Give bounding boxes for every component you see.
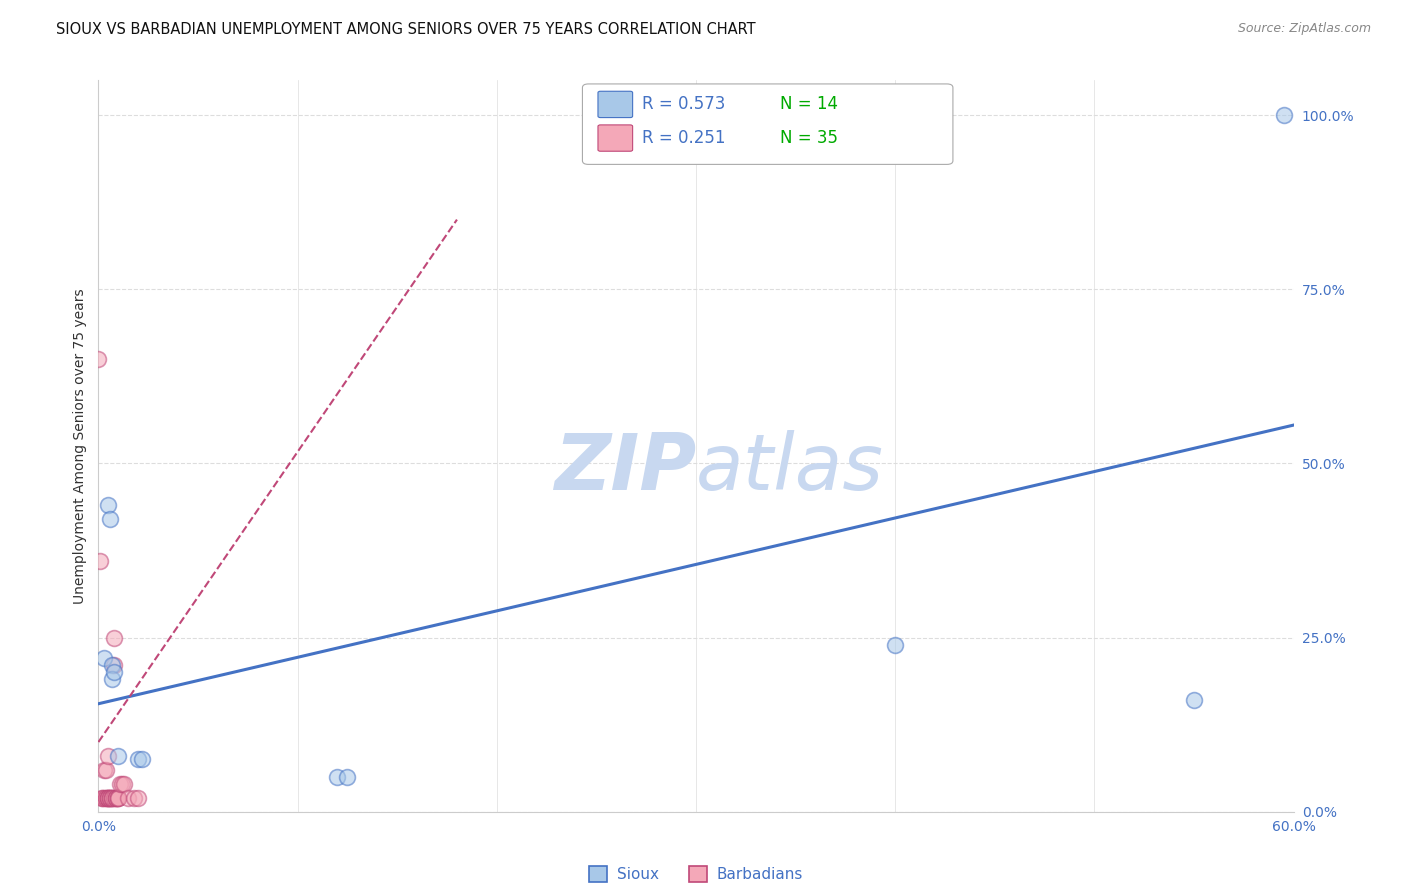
FancyBboxPatch shape (598, 125, 633, 152)
Point (97, 790, 120, 805)
Text: atlas: atlas (696, 430, 884, 506)
Point (101, 658, 124, 673)
Point (112, 777, 135, 791)
Text: N = 35: N = 35 (779, 129, 838, 147)
Point (101, 790, 124, 805)
Point (117, 790, 139, 805)
Point (97, 498, 120, 512)
Point (105, 790, 128, 805)
Point (97, 749, 120, 764)
Point (336, 770, 359, 784)
Legend: Sioux, Barbadians: Sioux, Barbadians (583, 860, 808, 888)
Point (98, 790, 122, 805)
Point (101, 790, 124, 805)
Point (93, 790, 115, 805)
Text: Source: ZipAtlas.com: Source: ZipAtlas.com (1237, 22, 1371, 36)
Point (131, 752, 153, 766)
Point (127, 752, 149, 766)
Point (110, 777, 132, 791)
Text: ZIP: ZIP (554, 430, 696, 506)
FancyBboxPatch shape (598, 91, 633, 118)
Point (111, 777, 134, 791)
Point (105, 790, 128, 805)
Point (91, 790, 114, 805)
Point (103, 658, 125, 673)
Point (1182, 693, 1205, 707)
Text: N = 14: N = 14 (779, 95, 838, 113)
Point (124, 790, 146, 805)
Point (93, 651, 115, 665)
Point (105, 790, 128, 805)
Point (87, 351, 110, 366)
Point (101, 673, 124, 687)
Point (93, 763, 115, 777)
Point (97, 790, 120, 805)
Point (96, 763, 118, 777)
Point (107, 749, 129, 764)
Point (107, 790, 129, 805)
Point (103, 790, 125, 805)
Point (91, 790, 114, 805)
Y-axis label: Unemployment Among Seniors over 75 years: Unemployment Among Seniors over 75 years (73, 288, 87, 604)
Point (97, 790, 120, 805)
Point (98, 790, 122, 805)
Text: SIOUX VS BARBADIAN UNEMPLOYMENT AMONG SENIORS OVER 75 YEARS CORRELATION CHART: SIOUX VS BARBADIAN UNEMPLOYMENT AMONG SE… (56, 22, 756, 37)
Point (98, 512, 122, 526)
Point (96, 790, 118, 805)
Point (89, 554, 111, 568)
Point (103, 665, 125, 680)
Text: R = 0.251: R = 0.251 (643, 129, 725, 147)
Point (98, 790, 122, 805)
Point (884, 638, 907, 652)
Point (1272, 108, 1295, 122)
Point (101, 790, 124, 805)
Point (326, 770, 349, 784)
Point (107, 790, 129, 805)
Point (107, 790, 129, 805)
Point (96, 790, 118, 805)
Point (103, 631, 125, 645)
Point (127, 790, 149, 805)
FancyBboxPatch shape (582, 84, 953, 164)
Text: R = 0.573: R = 0.573 (643, 95, 725, 113)
Point (97, 790, 120, 805)
